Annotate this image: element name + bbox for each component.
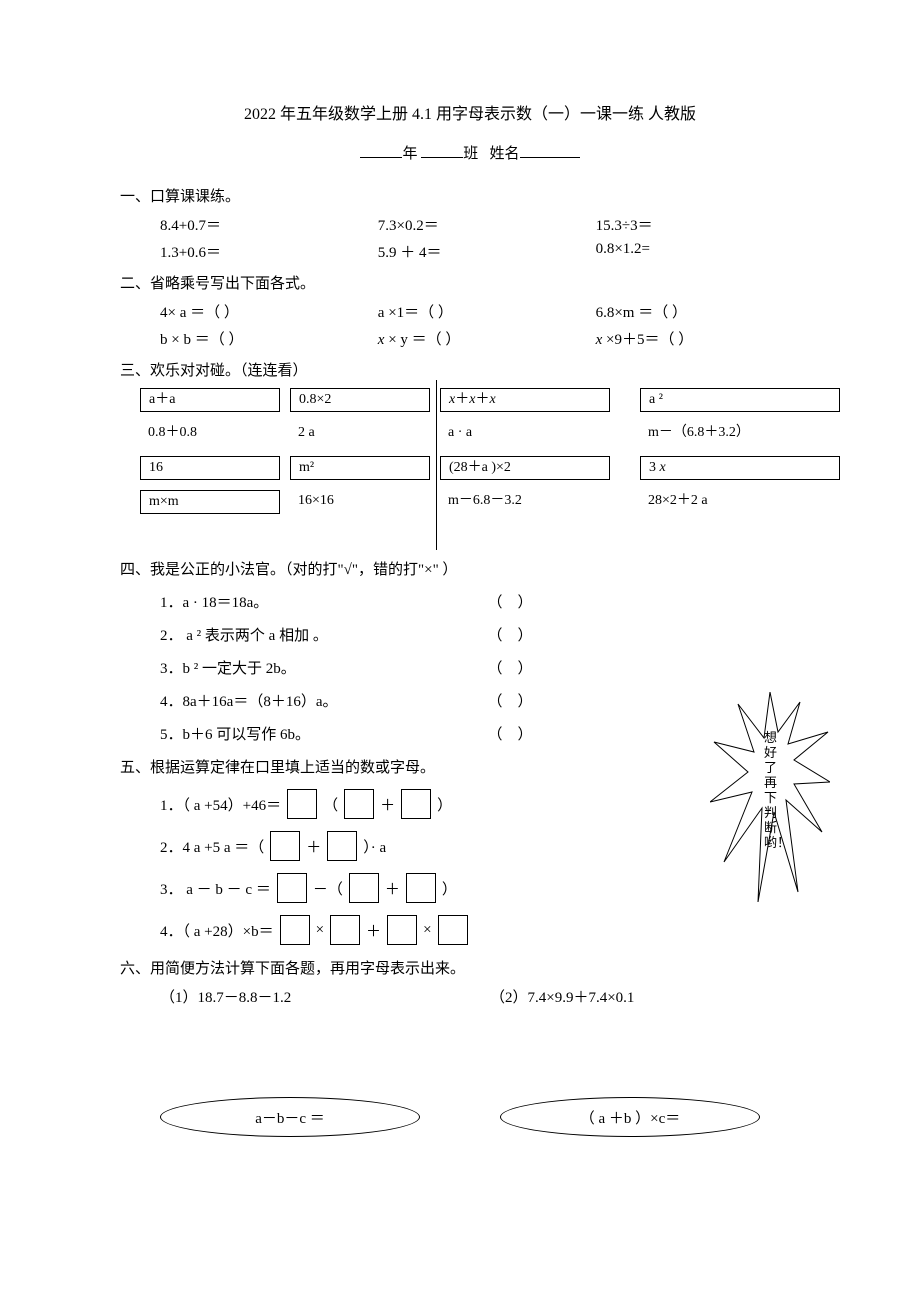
fill-box[interactable]	[438, 915, 468, 945]
fill-box[interactable]	[344, 789, 374, 819]
s2-row-1: 4× a ＝（ ） a ×1＝（ ） 6.8×m ＝（ ）	[160, 301, 820, 322]
matching-area: a＋a 0.8＋0.8 16 m×m 0.8×2 2 a m² 16×16 x＋…	[140, 388, 820, 548]
match-text: m－（6.8＋3.2）	[640, 422, 840, 446]
match-box: m×m	[140, 490, 280, 514]
match-col-2: 0.8×2 2 a m² 16×16	[290, 388, 430, 524]
match-box: m²	[290, 456, 430, 480]
expr-cell: x ×9＋5＝（ ）	[596, 328, 814, 349]
section-2-heading: 二、省略乘号写出下面各式。	[120, 272, 820, 293]
blank-name[interactable]	[520, 143, 580, 158]
judge-paren[interactable]	[470, 690, 550, 711]
worksheet-page: 2022 年五年级数学上册 4.1 用字母表示数（一）一课一练 人教版 年 班 …	[0, 0, 920, 1177]
match-box: x＋x＋x	[440, 388, 610, 412]
s1-row-2: 1.3+0.6＝ 5.9 ＋ 4＝ 0.8×1.2=	[160, 241, 820, 262]
fill-box[interactable]	[277, 873, 307, 903]
match-box: 0.8×2	[290, 388, 430, 412]
fill-box[interactable]	[406, 873, 436, 903]
calc-cell: 8.4+0.7＝	[160, 214, 378, 235]
calc-cell: 7.3×0.2＝	[378, 214, 596, 235]
fill-box[interactable]	[401, 789, 431, 819]
fill-box[interactable]	[349, 873, 379, 903]
fill-box[interactable]	[287, 789, 317, 819]
expr-cell: a ×1＝（ ）	[378, 301, 596, 322]
match-text: a · a	[440, 422, 610, 446]
match-text: m－6.8－3.2	[440, 490, 610, 514]
fill-box[interactable]	[330, 915, 360, 945]
match-text: 2 a	[290, 422, 430, 446]
s1-row-1: 8.4+0.7＝ 7.3×0.2＝ 15.3÷3＝	[160, 214, 820, 235]
blank-year[interactable]	[360, 143, 402, 158]
match-box: 3 x	[640, 456, 840, 480]
answer-ellipse-1[interactable]: a－b－c ＝	[160, 1097, 420, 1137]
starburst-text: 想好了再下判断哟！	[764, 730, 780, 850]
expr-cell: 6.8×m ＝（ ）	[596, 301, 814, 322]
fill-row-4: 4．（ a +28）×b＝ × ＋ ×	[160, 915, 820, 945]
match-col-3: x＋x＋x a · a (28＋a )×2 m－6.8－3.2	[440, 388, 610, 524]
s2-row-2: b × b ＝（ ） x × y ＝（ ） x ×9＋5＝（ ）	[160, 328, 820, 349]
calc-cell: 1.3+0.6＝	[160, 241, 378, 262]
fill-box[interactable]	[387, 915, 417, 945]
fill-box[interactable]	[280, 915, 310, 945]
s6-q2: （2）7.4×9.9＋7.4×0.1	[490, 986, 820, 1007]
judge-paren[interactable]	[470, 624, 550, 645]
judge-paren[interactable]	[470, 657, 550, 678]
expr-cell: 4× a ＝（ ）	[160, 301, 378, 322]
match-text: 16×16	[290, 490, 430, 514]
s6-row: （1）18.7－8.8－1.2 （2）7.4×9.9＋7.4×0.1	[160, 986, 820, 1007]
page-title: 2022 年五年级数学上册 4.1 用字母表示数（一）一课一练 人教版	[120, 100, 820, 124]
judge-row: 2． a ² 表示两个 a 相加 。	[160, 624, 820, 645]
expr-cell: x × y ＝（ ）	[378, 328, 596, 349]
match-box: a＋a	[140, 388, 280, 412]
ellipse-row: a－b－c ＝ （ a ＋b ）×c＝	[160, 1097, 820, 1137]
match-box: 16	[140, 456, 280, 480]
fill-box[interactable]	[270, 831, 300, 861]
calc-cell: 0.8×1.2=	[596, 241, 814, 262]
divider-line	[436, 380, 437, 550]
match-col-1: a＋a 0.8＋0.8 16 m×m	[140, 388, 280, 524]
section-4-heading: 四、我是公正的小法官。（对的打"√"，错的打"×" ）	[120, 558, 820, 579]
judge-row: 3．b ² 一定大于 2b。	[160, 657, 820, 678]
match-text: 0.8＋0.8	[140, 422, 280, 446]
judge-paren[interactable]	[470, 591, 550, 612]
answer-ellipse-2[interactable]: （ a ＋b ）×c＝	[500, 1097, 760, 1137]
student-info-line: 年 班 姓名	[120, 142, 820, 163]
blank-class[interactable]	[421, 143, 463, 158]
section-6-heading: 六、用简便方法计算下面各题，再用字母表示出来。	[120, 957, 820, 978]
match-col-4: a ² m－（6.8＋3.2） 3 x 28×2＋2 a	[640, 388, 840, 524]
s6-q1: （1）18.7－8.8－1.2	[160, 986, 490, 1007]
expr-cell: b × b ＝（ ）	[160, 328, 378, 349]
match-box: a ²	[640, 388, 840, 412]
calc-cell: 15.3÷3＝	[596, 214, 814, 235]
section-3-heading: 三、欢乐对对碰。（连连看）	[120, 359, 820, 380]
match-text: 28×2＋2 a	[640, 490, 840, 514]
section-1-heading: 一、口算课课练。	[120, 185, 820, 206]
match-box: (28＋a )×2	[440, 456, 610, 480]
judge-row: 1．a · 18＝18a。	[160, 591, 820, 612]
judge-paren[interactable]	[470, 723, 550, 744]
calc-cell: 5.9 ＋ 4＝	[378, 241, 596, 262]
fill-box[interactable]	[327, 831, 357, 861]
starburst-callout: 想好了再下判断哟！	[710, 692, 830, 902]
